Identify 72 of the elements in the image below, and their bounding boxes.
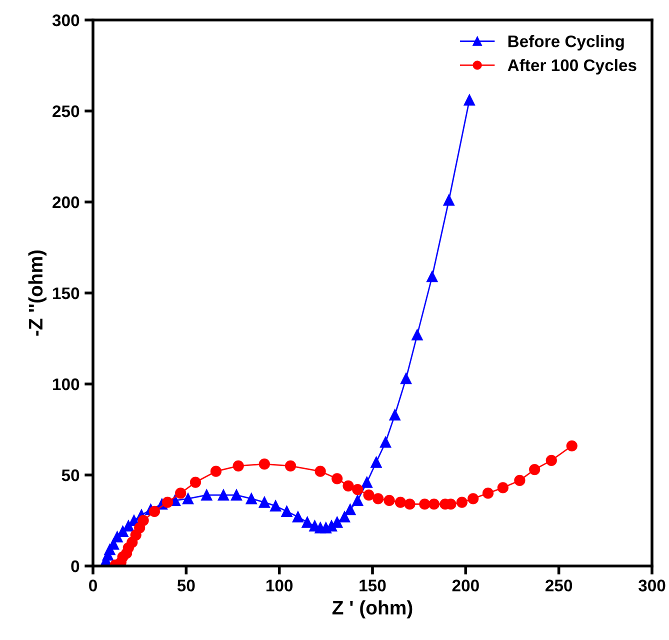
point	[464, 94, 475, 106]
legend-label: After 100 Cycles	[508, 58, 636, 74]
point	[456, 496, 468, 508]
y-tick-label: 250	[52, 105, 80, 118]
x-tick-label: 50	[177, 580, 195, 592]
point	[400, 372, 412, 384]
point	[201, 489, 212, 501]
y-axis-title: -Z ''(ohm)	[28, 250, 46, 336]
point	[190, 476, 202, 488]
point	[468, 493, 479, 504]
point	[363, 489, 374, 501]
point	[292, 511, 304, 522]
point	[419, 498, 430, 510]
point	[394, 496, 406, 508]
point	[112, 531, 123, 542]
point	[162, 496, 174, 508]
point	[314, 466, 326, 477]
point	[230, 489, 242, 501]
point	[246, 493, 257, 504]
point	[232, 460, 244, 472]
point	[384, 494, 395, 506]
point	[210, 466, 222, 477]
point	[372, 493, 384, 504]
point	[426, 271, 438, 282]
point	[370, 456, 382, 468]
point	[497, 482, 508, 494]
x-axis-title: Z ' (ohm)	[332, 600, 412, 618]
point	[514, 474, 526, 486]
point	[566, 440, 578, 452]
point	[338, 511, 350, 522]
point	[138, 514, 149, 526]
point	[352, 484, 364, 496]
point	[148, 506, 160, 517]
x-tick-label: 150	[360, 580, 386, 592]
point	[344, 504, 356, 516]
point	[281, 506, 292, 517]
point	[270, 500, 282, 512]
point	[218, 489, 229, 501]
point	[284, 460, 296, 472]
point	[117, 526, 128, 537]
y-tick-label: 200	[52, 196, 80, 208]
point	[122, 520, 134, 532]
point	[546, 454, 557, 466]
point	[258, 458, 270, 470]
point	[342, 480, 354, 492]
x-tick-label: 0	[89, 580, 97, 592]
point	[332, 473, 343, 484]
y-tick-label: 100	[53, 378, 80, 390]
point	[175, 488, 186, 499]
y-tick-label: 0	[71, 560, 80, 572]
x-tick-label: 100	[266, 580, 293, 592]
point	[361, 476, 372, 488]
point	[380, 436, 392, 448]
point	[482, 488, 494, 499]
x-tick-label: 250	[546, 580, 572, 592]
y-tick-label: 150	[53, 287, 80, 300]
point	[404, 498, 416, 510]
y-tick-label: 50	[62, 469, 80, 482]
point	[443, 194, 454, 206]
point	[182, 493, 194, 504]
point	[332, 516, 343, 528]
point	[428, 498, 440, 510]
point	[302, 516, 313, 528]
point	[389, 409, 400, 420]
point	[412, 329, 423, 340]
point	[529, 464, 540, 476]
x-tick-label: 300	[638, 580, 666, 592]
x-tick-label: 200	[452, 580, 479, 592]
y-tick-label: 300	[52, 14, 80, 26]
point	[258, 496, 270, 508]
legend-label: Before Cycling	[508, 35, 624, 51]
point	[352, 494, 364, 506]
